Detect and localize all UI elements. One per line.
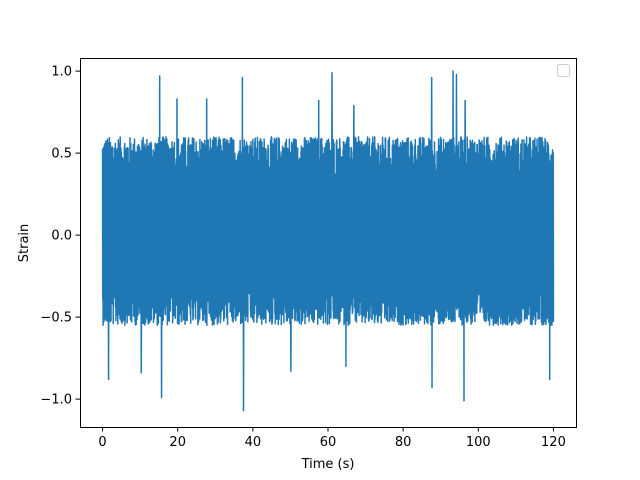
x-axis-label: Time (s): [301, 457, 355, 472]
x-tick-label: 80: [395, 435, 412, 450]
strain-series-line: [101, 70, 555, 412]
y-tick-label: 0.0: [51, 229, 72, 244]
x-tick-label: 20: [169, 435, 186, 450]
y-tick-label: −0.5: [40, 311, 72, 326]
series-layer: [101, 70, 555, 412]
y-tick-label: −1.0: [40, 393, 72, 408]
y-tick-label: 1.0: [51, 65, 72, 80]
y-axis-label: Strain: [17, 224, 32, 263]
x-tick-label: 0: [98, 435, 106, 450]
x-tick-label: 120: [541, 435, 566, 450]
legend-box: [557, 64, 570, 77]
x-tick-label: 100: [466, 435, 491, 450]
x-tick-label: 40: [245, 435, 262, 450]
axis-ticks: 0 20 40 60 80 100 120 −1.0 −0.5 0.0 0.5 1.0: [40, 65, 565, 450]
y-tick-label: 0.5: [51, 147, 72, 162]
x-tick-label: 60: [320, 435, 337, 450]
